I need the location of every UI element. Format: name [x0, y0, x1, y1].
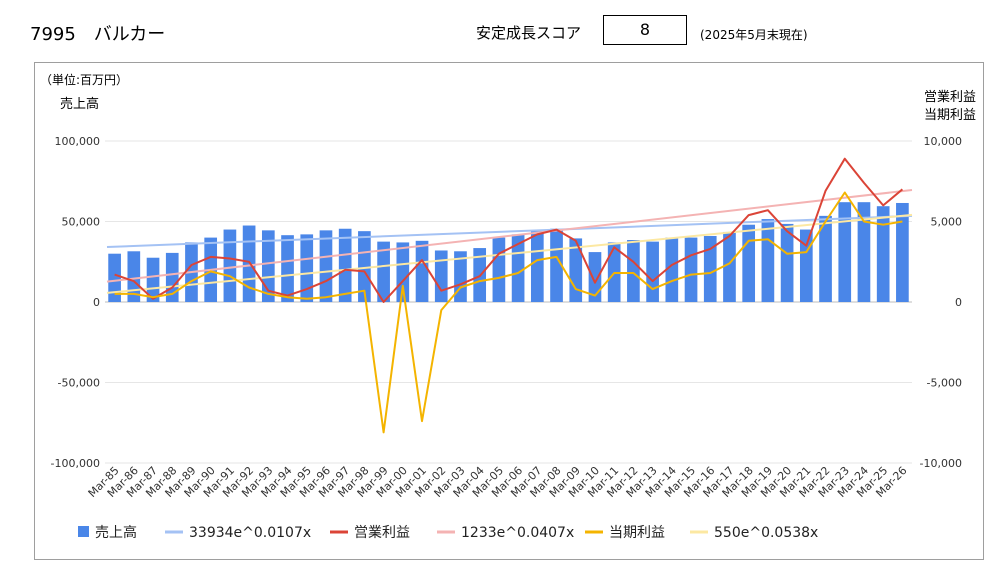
bar-Mar-95: [300, 234, 314, 302]
legend-label-550e^0.0538x: 550e^0.0538x: [714, 525, 818, 541]
bar-Mar-26: [896, 202, 909, 302]
trendline-1233e^0.0407x: [106, 189, 913, 283]
bar-Mar-85: [108, 253, 121, 302]
bar-Mar-00: [396, 242, 410, 302]
left-axis-title: 売上高: [60, 96, 99, 112]
bar-Mar-20: [780, 223, 794, 302]
y-left-tick-label: 0: [93, 296, 100, 309]
y-right-tick-label: -5,000: [927, 377, 962, 390]
bar-Mar-12: [627, 240, 640, 302]
legend-label-営業利益: 営業利益: [354, 525, 410, 541]
bar-Mar-17: [723, 231, 736, 302]
legend-swatch-売上高: [78, 526, 89, 537]
bar-Mar-06: [511, 234, 525, 302]
y-right-tick-label: 10,000: [924, 135, 963, 148]
bar-Mar-15: [684, 237, 698, 302]
y-right-tick-label: 0: [955, 296, 962, 309]
bar-Mar-05: [492, 237, 506, 302]
score-value: 8: [603, 15, 687, 45]
page-title: 7995 バルカー: [30, 24, 166, 45]
bar-Mar-25: [876, 206, 890, 302]
bar-Mar-02: [434, 250, 448, 302]
bar-Mar-19: [761, 219, 775, 302]
trendline-550e^0.0538x: [106, 213, 913, 294]
legend-label-当期利益: 当期利益: [609, 525, 665, 541]
legend-label-売上高: 売上高: [95, 524, 137, 541]
bar-Mar-24: [857, 202, 871, 302]
bar-Mar-96: [319, 230, 333, 302]
legend-label-33934e^0.0107x: 33934e^0.0107x: [189, 525, 311, 541]
y-left-tick-label: -50,000: [58, 377, 100, 390]
right-axis-title-1: 営業利益: [924, 89, 976, 105]
bar-Mar-92: [242, 225, 256, 302]
legend-label-1233e^0.0407x: 1233e^0.0407x: [461, 525, 574, 541]
bar-Mar-13: [646, 241, 659, 302]
y-left-tick-label: -100,000: [51, 457, 100, 470]
bar-Mar-01: [415, 240, 429, 302]
y-left-tick-label: 50,000: [62, 216, 101, 229]
score-label: 安定成長スコア: [476, 24, 582, 42]
bar-Mar-07: [530, 230, 544, 302]
y-left-tick-label: 100,000: [55, 135, 101, 148]
bar-Mar-03: [454, 251, 467, 302]
bar-Mar-18: [742, 224, 756, 302]
bar-Mar-22: [819, 215, 832, 302]
as-of-note: (2025年5月末現在): [700, 28, 808, 42]
bar-Mar-10: [588, 252, 602, 302]
bar-Mar-94: [281, 235, 294, 302]
bar-Mar-16: [703, 235, 717, 302]
bar-Mar-91: [223, 229, 237, 302]
bar-Mar-87: [146, 257, 160, 302]
bar-Mar-23: [838, 202, 852, 302]
bar-Mar-09: [569, 238, 583, 302]
y-right-tick-label: 5,000: [931, 216, 963, 229]
bar-Mar-99: [377, 241, 390, 302]
chart-frame: [34, 62, 984, 560]
right-axis-title-2: 当期利益: [924, 108, 976, 123]
bar-Mar-97: [338, 228, 352, 302]
bar-Mar-08: [550, 228, 563, 302]
bar-Mar-14: [665, 237, 679, 302]
unit-label: （単位:百万円）: [40, 72, 128, 87]
line-営業利益: [114, 157, 904, 303]
line-当期利益: [114, 191, 903, 434]
bar-Mar-98: [358, 231, 371, 302]
y-right-tick-label: -10,000: [920, 457, 962, 470]
bar-Mar-93: [261, 230, 275, 302]
bar-Mar-21: [799, 229, 813, 302]
